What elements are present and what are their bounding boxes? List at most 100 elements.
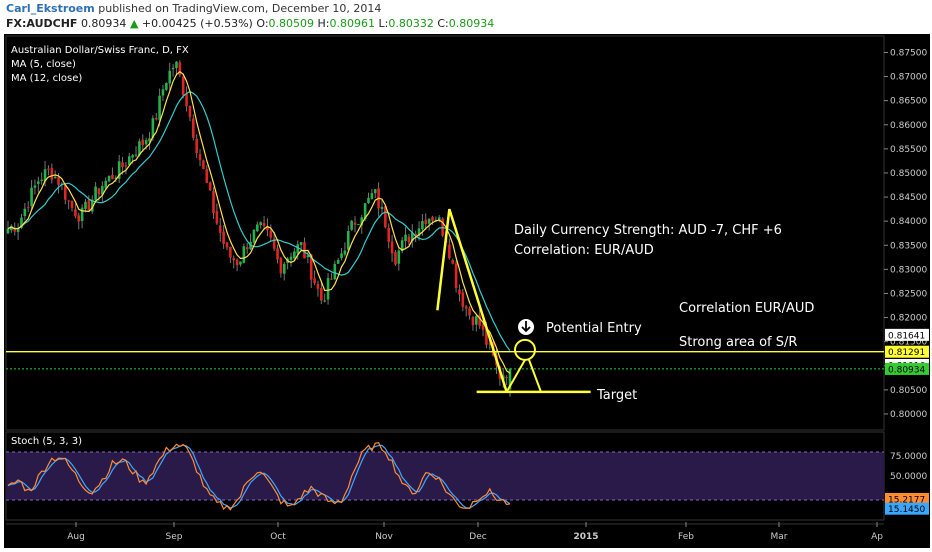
candle-body [90, 199, 94, 212]
candle-body [16, 227, 20, 233]
candle-body [313, 278, 316, 284]
price-pane[interactable] [5, 35, 885, 431]
candle-body [168, 70, 172, 84]
candle-body [154, 117, 158, 120]
price-label-text: 0.81641 [888, 331, 925, 341]
arrow-down-circle-icon [518, 319, 534, 335]
price-tick-label: 0.80500 [890, 386, 927, 396]
candle-body [232, 258, 236, 261]
candle-body [373, 189, 377, 194]
price-tick-label: 0.82000 [890, 314, 927, 324]
candle-body [57, 177, 60, 185]
candle-body [225, 242, 229, 248]
candle-body [370, 193, 374, 199]
candle-body [333, 263, 337, 280]
candle-body [222, 231, 225, 244]
triangle-up-icon: ▲ [129, 17, 139, 30]
horizontal-lines-layer [6, 351, 884, 370]
chart-svg[interactable]: 0.87500 0.87000 0.86500 0.86000 0.85500 0.850… [4, 34, 930, 548]
candle-body [107, 175, 111, 182]
candle-body [508, 368, 512, 390]
candle-body [410, 232, 414, 241]
candle-body [33, 185, 37, 188]
candle-body [252, 229, 256, 243]
candle-body [360, 217, 364, 226]
price-tick-label: 0.87000 [890, 73, 927, 83]
candle-body [20, 217, 23, 228]
published-text: published on TradingView.com, December 1… [98, 2, 382, 15]
time-axis[interactable]: Aug Sep Oct Nov Dec 2015 Feb Mar Ap [6, 522, 884, 542]
legend-ma5[interactable]: MA (5, close) [11, 59, 76, 70]
candle-body [151, 118, 155, 138]
chart-title: Australian Dollar/Swiss Franc, D, FX [11, 45, 189, 56]
last-price: 0.80934 [80, 17, 127, 30]
time-tick-label: Oct [270, 532, 286, 542]
candle-body [350, 220, 353, 230]
candle-body [481, 325, 485, 330]
stoch-value-box [885, 502, 929, 515]
candle-body [299, 242, 303, 246]
candle-body [53, 176, 57, 179]
entry-leg-down [528, 359, 542, 393]
candle-body [478, 315, 481, 326]
candle-body [94, 186, 97, 200]
price-label-box [885, 345, 929, 358]
symbol-label[interactable]: FX:AUDCHF [6, 17, 78, 30]
author-link[interactable]: Carl_Ekstroem [6, 2, 95, 15]
ohlc-low-value: 0.80332 [388, 17, 434, 30]
candle-body [306, 255, 310, 258]
legend-ma12[interactable]: MA (12, close) [11, 73, 82, 84]
candle-body [121, 162, 124, 168]
candle-body [165, 82, 168, 90]
candle-body [475, 316, 478, 325]
candle-body [141, 139, 145, 146]
candle-body [202, 160, 205, 170]
candle-body [276, 248, 279, 260]
stoch-value-text: 15.1450 [888, 505, 925, 515]
candle-body [23, 208, 27, 217]
price-tick-label: 0.86500 [890, 97, 927, 107]
time-tick-label: Ap [871, 532, 883, 542]
candle-body [181, 76, 185, 96]
price-label-box [885, 328, 929, 341]
candle-body [266, 225, 269, 231]
annotation-drawings [436, 208, 591, 394]
candle-body [384, 206, 387, 228]
publish-line: Carl_Ekstroem published on TradingView.c… [6, 2, 381, 15]
candle-body [26, 207, 30, 209]
candle-body [343, 250, 347, 255]
candle-body [427, 218, 431, 224]
candle-body [279, 258, 283, 274]
ma-12-line [7, 90, 511, 351]
candle-body [104, 180, 108, 188]
candle-body [414, 233, 417, 236]
stoch-value-text: 15.2177 [888, 496, 925, 506]
candle-body [336, 260, 340, 264]
candle-body [326, 278, 330, 300]
ohlc-high-label: H: [317, 17, 330, 30]
candle-body [185, 93, 188, 107]
candle-body [40, 179, 43, 181]
ohlc-close-label: C: [437, 17, 449, 30]
time-tick-label: Sep [166, 532, 183, 542]
candle-body [50, 167, 54, 180]
price-tick-label: 0.83500 [890, 241, 927, 251]
time-tick-label: 2015 [573, 532, 598, 542]
stoch-levels [6, 451, 884, 501]
candle-body [448, 244, 451, 259]
candle-body [424, 219, 428, 225]
candle-body [293, 251, 296, 259]
stoch-title[interactable]: Stoch (5, 3, 3) [11, 436, 82, 447]
candle-body [101, 186, 104, 195]
candle-body [262, 222, 266, 227]
candle-body [272, 238, 276, 249]
price-tick-label: 0.85000 [890, 169, 927, 179]
candle-body [316, 283, 320, 289]
chart-frame[interactable]: 0.87500 0.87000 0.86500 0.86000 0.85500 0.850… [4, 34, 930, 548]
time-tick-label: Dec [469, 532, 486, 542]
price-tick-label: 0.84500 [890, 193, 927, 203]
candle-body [212, 190, 215, 213]
candle-body [208, 182, 212, 191]
